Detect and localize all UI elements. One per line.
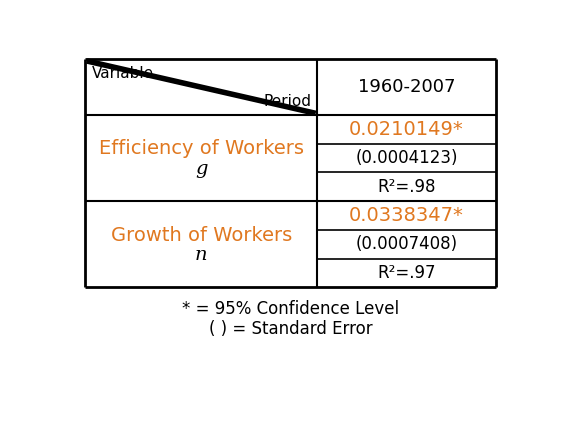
- Text: Period: Period: [263, 94, 311, 109]
- Text: 1960-2007: 1960-2007: [358, 78, 455, 96]
- Text: 0.0338347*: 0.0338347*: [349, 206, 464, 225]
- Text: (0.0004123): (0.0004123): [355, 149, 458, 167]
- Text: R²=.98: R²=.98: [377, 178, 436, 196]
- Text: * = 95% Confidence Level: * = 95% Confidence Level: [182, 300, 399, 318]
- Text: Variable: Variable: [91, 66, 153, 81]
- Text: g: g: [195, 160, 207, 178]
- Text: Efficiency of Workers: Efficiency of Workers: [99, 139, 304, 158]
- Text: ( ) = Standard Error: ( ) = Standard Error: [209, 320, 372, 338]
- Text: (0.0007408): (0.0007408): [356, 235, 458, 253]
- Text: R²=.97: R²=.97: [377, 264, 436, 282]
- Text: Growth of Workers: Growth of Workers: [111, 226, 292, 245]
- Text: n: n: [195, 246, 207, 264]
- Text: 0.0210149*: 0.0210149*: [349, 120, 464, 139]
